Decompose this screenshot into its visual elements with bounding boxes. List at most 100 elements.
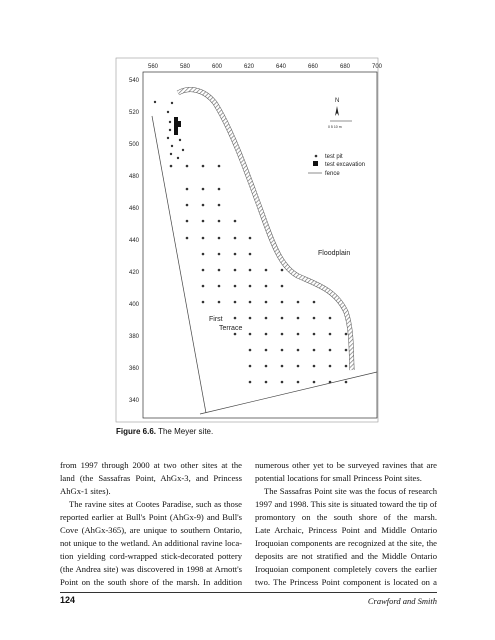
text-line: The Sassafras Point site was the focus o… <box>264 486 437 496</box>
test-pit <box>280 268 284 272</box>
test-pit <box>217 284 221 288</box>
fence <box>199 371 378 415</box>
test-pit <box>169 152 173 156</box>
site-map: N 0 5 10 m test pit test excavation fenc… <box>115 57 383 423</box>
text-line: tion yielding cord-wrapped stick-decorat… <box>60 551 242 561</box>
caption-text: The Meyer site. <box>158 427 214 436</box>
test-pit <box>185 236 189 240</box>
test-pit <box>248 380 252 384</box>
test-pit <box>153 100 157 104</box>
test-pit <box>185 187 189 191</box>
x-grid-label: 680 <box>340 64 351 70</box>
test-pit <box>264 332 268 336</box>
test-pit <box>176 156 180 160</box>
y-grid-label: 500 <box>129 142 140 148</box>
test-pit <box>233 219 237 223</box>
test-pit <box>312 300 316 304</box>
x-grid-label: 560 <box>148 64 159 70</box>
test-pit <box>344 380 348 384</box>
text-line: not unique to the wetland. An additional… <box>60 538 242 548</box>
y-grid-label: 400 <box>129 302 140 308</box>
test-pit <box>233 252 237 256</box>
test-pit <box>328 332 332 336</box>
test-pit <box>296 348 300 352</box>
test-pit <box>233 316 237 320</box>
test-pit <box>264 348 268 352</box>
y-grid-label: 460 <box>129 206 140 212</box>
test-pit <box>233 236 237 240</box>
test-pit <box>181 148 185 152</box>
test-pit <box>217 252 221 256</box>
test-pit <box>201 187 205 191</box>
test-pit <box>201 284 205 288</box>
test-pit <box>296 380 300 384</box>
test-pit <box>201 268 205 272</box>
test-pit <box>344 348 348 352</box>
test-pit <box>328 364 332 368</box>
test-pit <box>217 164 221 168</box>
test-pit <box>170 101 174 105</box>
test-pit <box>296 316 300 320</box>
test-pit <box>185 203 189 207</box>
test-pit <box>201 300 205 304</box>
text-line: The ravine sites at Cootes Paradise, suc… <box>69 499 242 509</box>
test-pit <box>280 332 284 336</box>
test-pit <box>280 380 284 384</box>
x-grid-label: 580 <box>180 64 191 70</box>
text-line: two. The Princess Point component is loc… <box>255 577 437 587</box>
test-pit <box>217 236 221 240</box>
text-line: promontory on the south shore of the mar… <box>255 512 437 522</box>
footer-rule <box>60 592 437 593</box>
x-grid-label: 660 <box>308 64 319 70</box>
test-pit <box>201 219 205 223</box>
y-grid-label: 440 <box>129 238 140 244</box>
test-pit <box>185 164 189 168</box>
y-grid-label: 420 <box>129 270 140 276</box>
test-pit <box>233 300 237 304</box>
test-pit <box>264 268 268 272</box>
test-pit <box>248 300 252 304</box>
legend-label: fence <box>325 171 340 177</box>
bank-hatch <box>176 87 354 371</box>
legend-dot <box>314 154 318 158</box>
test-pit <box>248 236 252 240</box>
test-pit <box>201 236 205 240</box>
test-pit <box>280 364 284 368</box>
test-pit <box>264 300 268 304</box>
text-line: numerous other yet to be surveyed ravine… <box>255 460 437 470</box>
running-footer: Crawford and Smith <box>367 596 437 606</box>
test-pit <box>233 268 237 272</box>
text-line: Iroquoian component completely covers th… <box>255 564 437 574</box>
test-pit <box>248 316 252 320</box>
test-pit <box>248 268 252 272</box>
test-pit <box>201 252 205 256</box>
test-pit <box>264 364 268 368</box>
test-excavation <box>174 117 178 135</box>
grid-labels: 560 580 600 620 640 660 680 700 540 520 500 480 460 4… <box>129 64 383 404</box>
text-line: deposits are not stratified and the Midd… <box>255 551 437 561</box>
y-grid-label: 340 <box>129 398 140 404</box>
test-pit <box>168 120 172 124</box>
x-grid-label: 700 <box>372 64 383 70</box>
terrace-label: First <box>209 316 223 323</box>
test-pit <box>201 164 205 168</box>
y-grid-label: 520 <box>129 110 140 116</box>
test-pit <box>312 316 316 320</box>
test-pit <box>217 219 221 223</box>
test-pit <box>248 348 252 352</box>
fence <box>151 115 207 414</box>
y-grid-label: 360 <box>129 366 140 372</box>
text-line: (the Andrea site) was discovered in 1998… <box>60 564 242 574</box>
test-pit <box>328 380 332 384</box>
floodplain-label: Floodplain <box>318 250 350 257</box>
test-pit <box>280 284 284 288</box>
test-pit <box>264 380 268 384</box>
test-pit <box>248 364 252 368</box>
test-pit <box>280 348 284 352</box>
text-line: AhGx-1 sites). <box>60 486 111 496</box>
test-pit <box>169 164 173 168</box>
test-pit <box>296 332 300 336</box>
text-line: Point on the south shore of the marsh. I… <box>60 577 242 587</box>
text-line: 1997 and 1998. This site is situated tow… <box>255 499 437 509</box>
y-grid-label: 480 <box>129 174 140 180</box>
